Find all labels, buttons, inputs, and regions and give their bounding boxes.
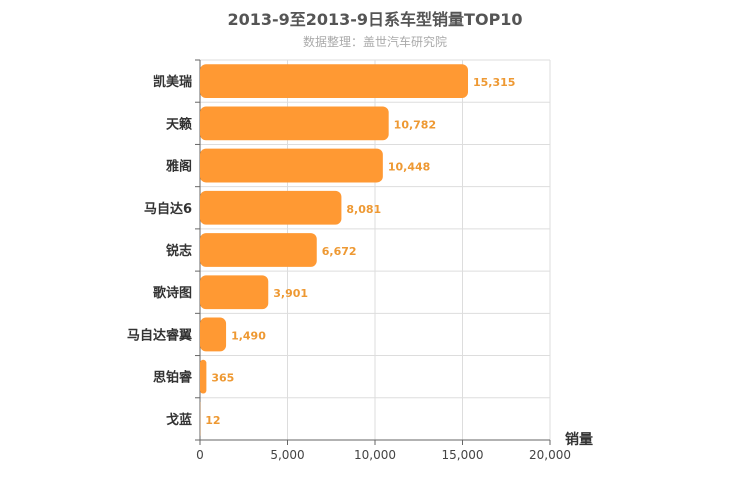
data-label: 1,490 (231, 329, 266, 342)
category-label: 天籁 (166, 116, 192, 132)
x-tick-label: 0 (196, 448, 204, 462)
category-label: 雅阁 (166, 159, 192, 175)
bar[interactable] (200, 190, 342, 225)
category-label: 戈蓝 (166, 412, 192, 428)
data-label: 365 (211, 372, 234, 385)
bar[interactable] (200, 359, 207, 394)
chart-title: 2013-9至2013-9日系车型销量TOP10 (227, 10, 523, 29)
x-tick-label: 5,000 (270, 448, 304, 462)
data-label: 3,901 (273, 287, 308, 300)
data-label: 12 (205, 414, 220, 427)
x-axis-title: 销量 (565, 431, 593, 448)
bar[interactable] (200, 233, 317, 267)
category-label: 凯美瑞 (153, 74, 192, 90)
category-label: 马自达睿翼 (127, 327, 192, 343)
x-tick-label: 15,000 (442, 448, 484, 462)
bar[interactable] (200, 64, 469, 98)
category-label: 思铂睿 (153, 370, 193, 386)
data-label: 10,782 (394, 118, 436, 131)
x-tick-label: 20,000 (529, 448, 571, 462)
x-tick-label: 10,000 (354, 448, 396, 462)
bar[interactable] (200, 106, 389, 141)
data-label: 10,448 (388, 161, 430, 174)
chart-subtitle: 数据整理：盖世汽车研究院 (302, 35, 447, 49)
category-label: 锐志 (166, 243, 192, 259)
data-label: 6,672 (322, 245, 357, 258)
bar[interactable] (200, 275, 269, 310)
bar[interactable] (200, 148, 383, 183)
category-label: 马自达6 (144, 201, 192, 217)
bar[interactable] (200, 317, 227, 352)
data-label: 15,315 (473, 76, 515, 89)
category-label: 歌诗图 (153, 285, 192, 301)
data-label: 8,081 (346, 203, 381, 216)
